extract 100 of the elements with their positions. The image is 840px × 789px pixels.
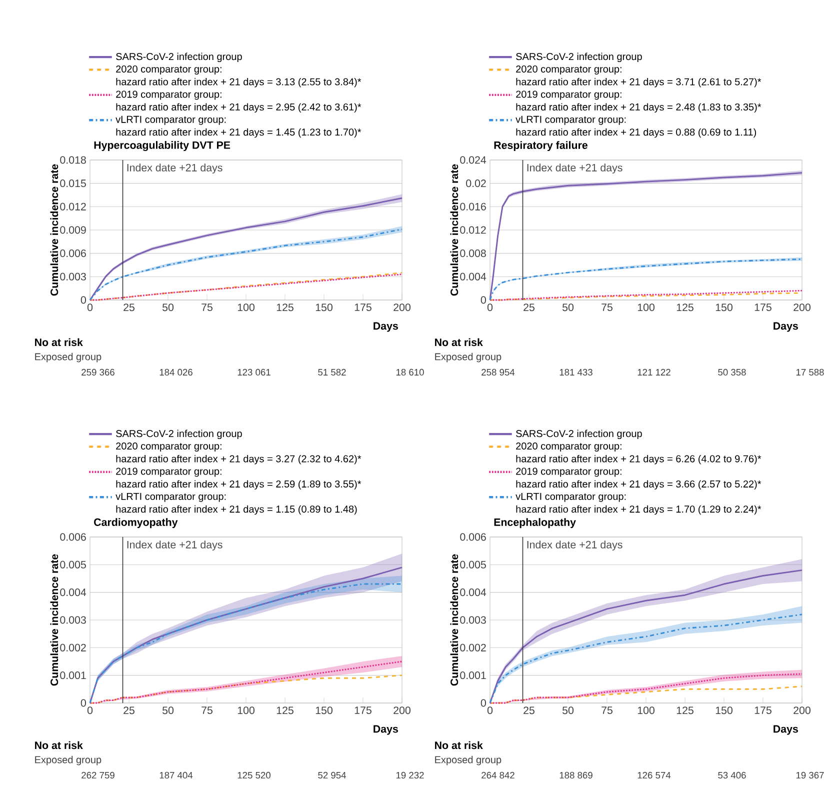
text: hazard ratio after index + 21 days = 3.71 (2.61 to 5.27)* [516,78,762,88]
text: 181 433 [560,368,592,376]
y-tick-label: 0.008 [460,250,486,258]
text: 184 026 [160,368,192,376]
text: No at risk [435,741,483,750]
line-series [89,674,403,704]
x-tick-label: 100 [238,706,254,714]
x-tick-label: 175 [754,706,772,714]
text: 18 610 [396,368,424,376]
x-tick-label: 125 [276,304,294,312]
x-tick-label: 25 [124,304,134,312]
text: 187 404 [160,772,193,779]
legend-label: vLRTI comparator group: [516,116,626,125]
x-tick-label: 200 [394,304,410,312]
x-tick-label: 100 [638,304,654,312]
x-tick-label: 50 [562,706,574,714]
y-tick-label: 0.005 [460,560,486,568]
y-tick-label: 0.001 [460,672,486,680]
y-tick-label: 0.002 [60,644,86,652]
text: hazard ratio after index + 21 days = 2.48 (1.83 to 3.35)* [516,103,762,113]
x-axis-title: Days [774,725,798,735]
y-tick-label: 0.024 [460,156,486,164]
y-tick-label: 0.018 [60,156,86,164]
y-tick-label: 0.003 [60,272,86,280]
legend-label: SARS-CoV-2 infection group [516,52,642,62]
text: hazard ratio after index + 21 days = 3.13 (2.55 to 3.84)* [116,78,362,88]
legend-label: 2019 comparator group: [116,468,222,477]
y-tick-label: 0.004 [460,588,486,596]
text: 121 122 [638,368,670,376]
text: 258 954 [482,368,515,376]
x-tick-label: 175 [754,304,772,312]
y-axis-title: Cumulative incidence rate [50,554,58,686]
x-tick-label: 125 [676,706,694,714]
x-tick-label: 200 [394,706,410,714]
y-tick-label: 0.012 [60,202,86,210]
legend-label: 2020 comparator group: [116,65,222,75]
x-tick-label: 175 [354,304,372,312]
text: 53 406 [718,772,746,779]
text: hazard ratio after index + 21 days = 1.45 (1.23 to 1.70)* [116,128,362,138]
legend-label: vLRTI comparator group: [116,116,226,125]
x-tick-label: 125 [276,706,294,714]
x-tick-label: 50 [562,304,574,312]
y-tick-label: 0.005 [60,560,86,568]
text: 125 520 [238,772,270,779]
x-tick-label: 75 [602,706,612,714]
y-axis-title: Cumulative incidence rate [450,554,458,686]
text: hazard ratio after index + 21 days = 3.27 (2.32 to 4.62)* [116,454,362,464]
x-tick-label: 150 [716,706,732,714]
x-tick-label: 100 [238,304,254,312]
legend-label: 2019 comparator group: [116,90,222,100]
legend-label: vLRTI comparator group: [116,492,226,502]
x-tick-label: 75 [202,706,212,714]
x-tick-label: 0 [87,706,93,714]
x-axis-title: Days [374,322,398,332]
legend-label: 2020 comparator group: [516,65,622,75]
y-tick-label: 0.015 [60,180,86,188]
text: hazard ratio after index + 21 days = 2.95 (2.42 to 3.61)* [116,103,362,113]
text: hazard ratio after index + 21 days = 0.88 (0.69 to 1.11) [516,128,756,138]
text: 264 842 [482,772,514,779]
y-tick-label: 0 [80,699,86,707]
text: hazard ratio after index + 21 days = 6.26 (4.02 to 9.76)* [516,454,762,464]
x-tick-label: 150 [316,706,332,714]
text: 188 869 [560,772,592,779]
x-axis-title: Days [374,725,398,735]
x-tick-label: 0 [487,304,493,312]
ref-line-label: Index date +21 days [527,164,622,174]
x-tick-label: 0 [487,706,493,714]
chart-title: Respiratory failure [494,141,588,152]
x-tick-label: 50 [162,706,174,714]
text: 52 954 [318,772,346,779]
x-tick-label: 75 [202,304,212,312]
y-axis-title: Cumulative incidence rate [50,164,58,296]
x-tick-label: 100 [638,706,654,714]
y-tick-label: 0.001 [60,672,86,680]
chart-title: Cardiomyopathy [94,518,178,528]
y-tick-label: 0.02 [466,180,486,188]
y-tick-label: 0 [480,296,486,304]
y-tick-label: 0.002 [460,644,486,652]
y-tick-label: 0.016 [460,202,486,210]
text: Exposed group [435,352,502,362]
text: 50 358 [718,368,746,376]
text: hazard ratio after index + 21 days = 3.66 (2.57 to 5.22)* [516,480,762,490]
x-tick-label: 150 [316,304,332,312]
y-axis-title: Cumulative incidence rate [450,164,458,296]
x-tick-label: 25 [124,706,134,714]
text: hazard ratio after index + 21 days = 1.15 (0.89 to 1.48) [116,505,357,515]
legend-label: SARS-CoV-2 infection group [116,52,242,62]
chart-title: Encephalopathy [494,518,576,528]
y-tick-label: 0 [480,699,486,707]
x-tick-label: 150 [716,304,732,312]
text: No at risk [35,741,83,750]
text: hazard ratio after index + 21 days = 1.70 (1.29 to 2.24)* [516,505,762,515]
x-tick-label: 200 [794,706,810,714]
y-tick-label: 0.003 [60,616,86,624]
text: 19 232 [396,772,424,779]
legend-label: 2020 comparator group: [116,442,222,452]
text: No at risk [35,338,83,346]
x-tick-label: 0 [87,304,93,312]
x-tick-label: 50 [162,304,174,312]
text: 126 574 [638,772,671,779]
